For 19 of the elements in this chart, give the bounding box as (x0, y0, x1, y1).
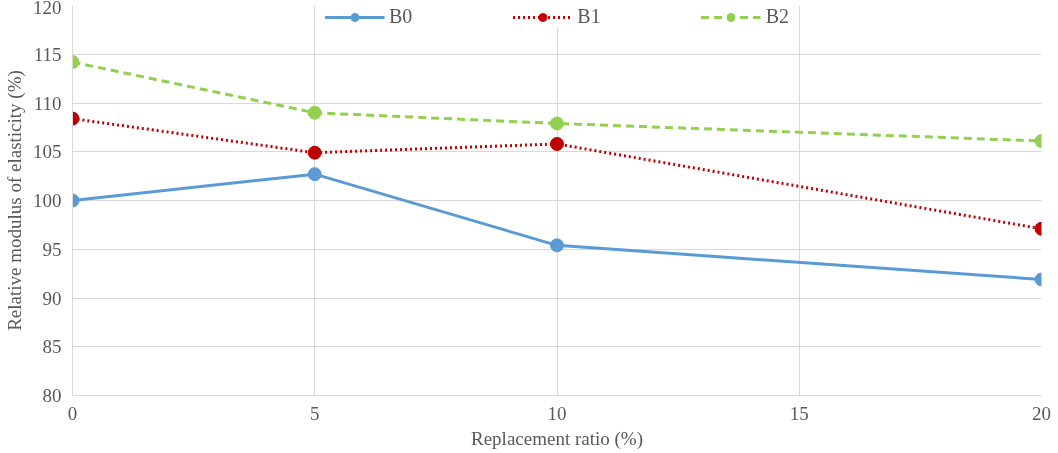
y-tick-label: 120 (33, 0, 62, 18)
x-axis-title: Replacement ratio (%) (471, 427, 643, 450)
legend-label: B1 (577, 5, 601, 28)
y-tick-label: 95 (42, 238, 62, 260)
x-tick-label: 0 (67, 402, 78, 424)
y-tick-label: 115 (33, 43, 62, 65)
x-tick-label: 5 (310, 402, 320, 424)
y-axis-title: Relative modulus of elasticity (%) (4, 70, 26, 331)
legend-label: B0 (388, 5, 413, 28)
x-tick-label: 10 (547, 402, 567, 424)
y-tick-label: 80 (42, 385, 62, 406)
y-tick-label: 100 (33, 190, 62, 211)
y-tick-label: 110 (33, 92, 62, 114)
legend-label: B2 (765, 5, 790, 28)
y-tick-label: 105 (33, 141, 62, 163)
x-tick-label: 15 (789, 402, 809, 424)
y-tick-label: 90 (42, 287, 62, 309)
y-tick-label: 85 (42, 336, 62, 358)
x-tick-label: 20 (1032, 402, 1051, 424)
